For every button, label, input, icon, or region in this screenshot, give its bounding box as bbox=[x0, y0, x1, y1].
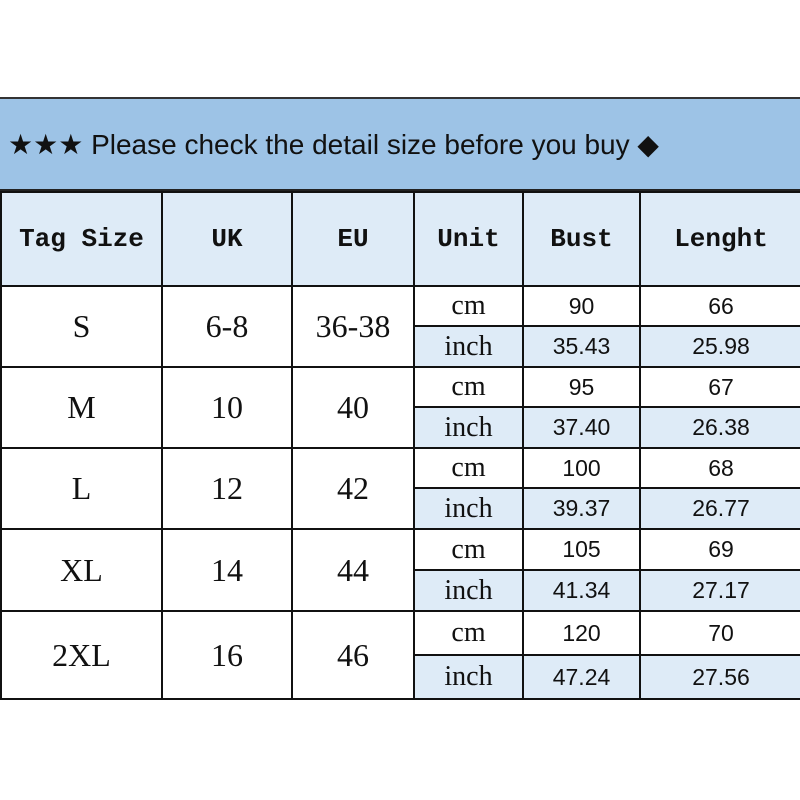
size-row-cm: M 10 40 cm 95 67 bbox=[0, 366, 800, 449]
header-unit: Unit bbox=[413, 191, 524, 287]
size-row-cm: S 6-8 36-38 cm 90 66 bbox=[0, 285, 800, 368]
unit-cm-cell: cm bbox=[413, 366, 524, 408]
bust-inch-cell: 39.37 bbox=[522, 487, 641, 530]
header-tag-size: Tag Size bbox=[0, 191, 163, 287]
tag-size-cell: 2XL bbox=[0, 610, 163, 700]
eu-size-cell: 42 bbox=[291, 447, 415, 530]
size-row-cm: L 12 42 cm 100 68 bbox=[0, 447, 800, 530]
unit-inch-cell: inch bbox=[413, 325, 524, 368]
tag-size-cell: XL bbox=[0, 528, 163, 612]
bust-cm-cell: 105 bbox=[522, 528, 641, 571]
size-row-cm: XL 14 44 cm 105 69 bbox=[0, 528, 800, 612]
uk-size-cell: 12 bbox=[161, 447, 293, 530]
unit-inch-cell: inch bbox=[413, 569, 524, 612]
header-length: Lenght bbox=[639, 191, 800, 287]
length-cm-cell: 66 bbox=[639, 285, 800, 327]
length-cm-cell: 67 bbox=[639, 366, 800, 408]
bust-cm-cell: 120 bbox=[522, 610, 641, 656]
bust-inch-cell: 41.34 bbox=[522, 569, 641, 612]
size-row-cm: 2XL 16 46 cm 120 70 bbox=[0, 610, 800, 700]
uk-size-cell: 6-8 bbox=[161, 285, 293, 368]
length-inch-cell: 26.77 bbox=[639, 487, 800, 530]
length-cm-cell: 70 bbox=[639, 610, 800, 656]
size-row-inch: inch 47.24 27.56 bbox=[1, 654, 800, 700]
unit-cm-cell: cm bbox=[413, 528, 524, 571]
unit-inch-cell: inch bbox=[413, 654, 524, 700]
bust-cm-cell: 90 bbox=[522, 285, 641, 327]
header-bust: Bust bbox=[522, 191, 641, 287]
length-cm-cell: 69 bbox=[639, 528, 800, 571]
eu-size-cell: 46 bbox=[291, 610, 415, 700]
size-row-inch: inch 37.40 26.38 bbox=[1, 406, 800, 449]
length-inch-cell: 27.17 bbox=[639, 569, 800, 612]
length-inch-cell: 27.56 bbox=[639, 654, 800, 700]
unit-cm-cell: cm bbox=[413, 610, 524, 656]
length-inch-cell: 25.98 bbox=[639, 325, 800, 368]
header-eu: EU bbox=[291, 191, 415, 287]
size-row-inch: inch 35.43 25.98 bbox=[1, 325, 800, 368]
uk-size-cell: 10 bbox=[161, 366, 293, 449]
unit-cm-cell: cm bbox=[413, 285, 524, 327]
tag-size-cell: L bbox=[0, 447, 163, 530]
size-chart-banner: ★★★ Please check the detail size before … bbox=[0, 97, 800, 191]
tag-size-cell: M bbox=[0, 366, 163, 449]
length-cm-cell: 68 bbox=[639, 447, 800, 489]
size-chart-table: Tag Size UK EU Unit Bust Lenght S 6-8 36… bbox=[0, 191, 800, 700]
eu-size-cell: 40 bbox=[291, 366, 415, 449]
uk-size-cell: 14 bbox=[161, 528, 293, 612]
size-row-inch: inch 39.37 26.77 bbox=[1, 487, 800, 530]
eu-size-cell: 44 bbox=[291, 528, 415, 612]
bust-inch-cell: 35.43 bbox=[522, 325, 641, 368]
size-row-inch: inch 41.34 27.17 bbox=[1, 569, 800, 612]
unit-inch-cell: inch bbox=[413, 487, 524, 530]
bust-cm-cell: 100 bbox=[522, 447, 641, 489]
bust-inch-cell: 37.40 bbox=[522, 406, 641, 449]
bust-cm-cell: 95 bbox=[522, 366, 641, 408]
unit-inch-cell: inch bbox=[413, 406, 524, 449]
header-row: Tag Size UK EU Unit Bust Lenght bbox=[0, 191, 800, 287]
uk-size-cell: 16 bbox=[161, 610, 293, 700]
header-uk: UK bbox=[161, 191, 293, 287]
length-inch-cell: 26.38 bbox=[639, 406, 800, 449]
tag-size-cell: S bbox=[0, 285, 163, 368]
eu-size-cell: 36-38 bbox=[291, 285, 415, 368]
bust-inch-cell: 47.24 bbox=[522, 654, 641, 700]
unit-cm-cell: cm bbox=[413, 447, 524, 489]
